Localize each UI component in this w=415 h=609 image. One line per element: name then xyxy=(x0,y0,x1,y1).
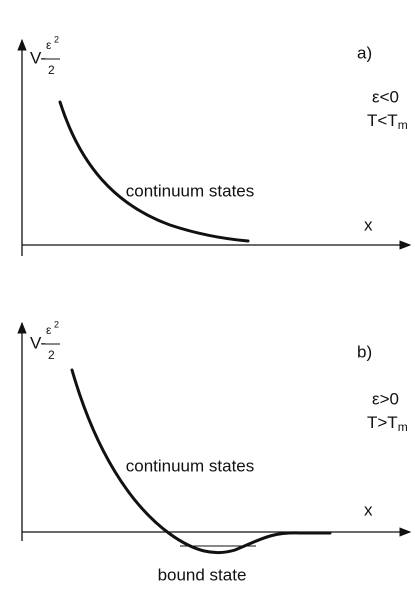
curve-label: continuum states xyxy=(126,181,255,200)
x-label: x xyxy=(364,215,373,234)
panel-label: b) xyxy=(357,342,372,361)
condition-t-base: T>T xyxy=(367,413,398,432)
x-label: x xyxy=(364,500,373,519)
potential-curve xyxy=(58,100,250,243)
y-label-num: ε xyxy=(46,38,52,52)
panel-label: a) xyxy=(357,43,372,62)
y-label-pow: 2 xyxy=(54,34,59,44)
condition-t: T>Tm xyxy=(367,413,408,434)
condition-t-sub: m xyxy=(398,420,408,434)
condition-t-base: T<T xyxy=(367,111,398,130)
panel-b: V- ε 2 2 b) ε>0 T>Tm continuum states x … xyxy=(17,319,412,584)
bound-label: bound state xyxy=(158,565,247,584)
condition-t: T<Tm xyxy=(367,111,408,132)
y-label-prefix: V- xyxy=(30,333,46,352)
y-label-den: 2 xyxy=(48,63,55,77)
y-label-prefix: V- xyxy=(30,48,46,67)
y-label-den: 2 xyxy=(48,348,55,362)
curve-label: continuum states xyxy=(126,456,255,475)
y-label-num: ε xyxy=(46,323,52,337)
y-label-pow: 2 xyxy=(54,319,59,329)
condition-t-sub: m xyxy=(398,118,408,132)
condition-eps: ε<0 xyxy=(372,87,399,106)
condition-eps: ε>0 xyxy=(372,389,399,408)
potential-curve xyxy=(70,368,332,555)
panel-a: V- ε 2 2 a) ε<0 T<Tm continuum states x xyxy=(17,34,412,256)
